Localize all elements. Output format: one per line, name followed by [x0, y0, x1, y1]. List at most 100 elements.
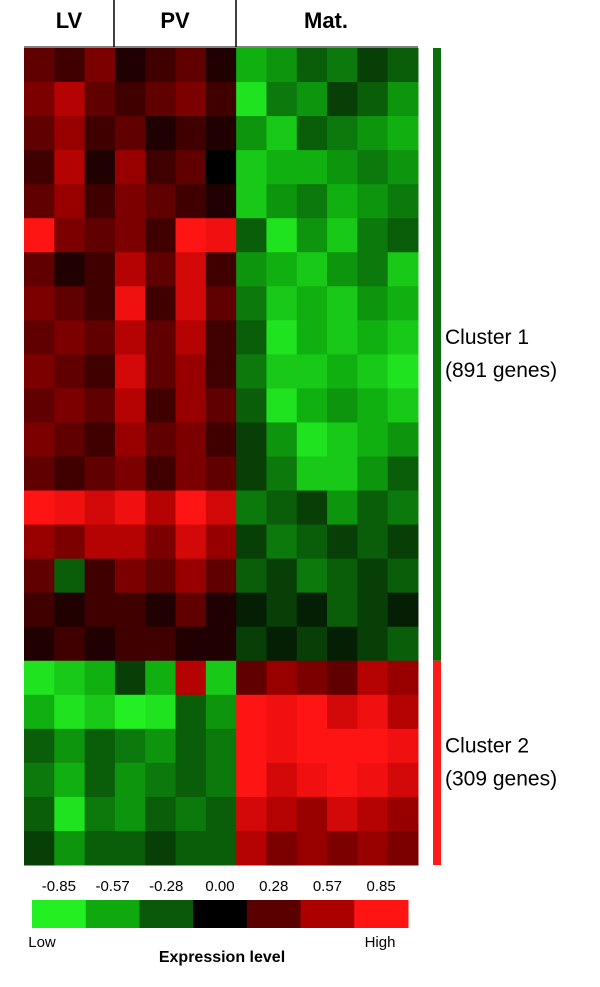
heatmap-cell	[84, 592, 116, 628]
heatmap-cell	[296, 592, 328, 628]
heatmap-cell	[387, 320, 419, 355]
heatmap-cell	[387, 592, 419, 628]
heatmap-cell	[175, 150, 207, 185]
heatmap-cell	[296, 660, 328, 696]
heatmap-cell	[387, 762, 419, 798]
heatmap-cell	[296, 286, 328, 321]
heatmap-cell	[24, 82, 55, 117]
heatmap-cell	[357, 82, 389, 117]
colorbar-swatch	[139, 900, 194, 928]
heatmap-cell	[84, 354, 116, 389]
heatmap-cell	[387, 48, 419, 83]
heatmap-cell	[266, 592, 298, 628]
colorbar-tick-label: 0.57	[313, 878, 342, 895]
heatmap-cell	[266, 286, 298, 321]
heatmap-cell	[84, 252, 116, 287]
heatmap-cell	[145, 558, 177, 594]
heatmap-cell	[296, 796, 328, 832]
heatmap-cell	[54, 48, 86, 83]
heatmap-cell	[236, 388, 267, 423]
heatmap-cell	[24, 252, 55, 287]
heatmap-cell	[114, 320, 146, 355]
heatmap-cell	[357, 694, 389, 730]
heatmap-cell	[175, 286, 207, 321]
heatmap-cell	[327, 388, 358, 423]
heatmap-cell	[236, 218, 267, 253]
heatmap-cell	[357, 762, 389, 798]
heatmap-cell	[145, 830, 177, 866]
heatmap-cell	[357, 490, 389, 526]
heatmap-cell	[205, 524, 237, 560]
heatmap-cell	[205, 490, 237, 526]
heatmap-cell	[145, 48, 177, 83]
heatmap-cell	[236, 660, 267, 696]
heatmap-cell	[236, 626, 267, 662]
heatmap-cell	[205, 116, 237, 151]
heatmap-cell	[84, 694, 116, 730]
heatmap-cell	[84, 184, 116, 219]
heatmap-cell	[327, 320, 358, 355]
heatmap-cell	[24, 116, 55, 151]
heatmap-cell	[84, 660, 116, 696]
heatmap-cell	[175, 456, 207, 492]
heatmap-cell	[24, 422, 55, 457]
heatmap-cell	[114, 252, 146, 287]
heatmap-cell	[54, 626, 86, 662]
heatmap-cell	[266, 558, 298, 594]
heatmap-cell	[114, 456, 146, 492]
heatmap-cell	[205, 558, 237, 594]
heatmap-cell	[175, 694, 207, 730]
heatmap-cell	[24, 218, 55, 253]
heatmap-cell	[84, 218, 116, 253]
heatmap-cell	[175, 320, 207, 355]
heatmap-cell	[145, 626, 177, 662]
colorbar-swatch	[85, 900, 140, 928]
colorbar-swatch	[32, 900, 87, 928]
heatmap-cell	[357, 218, 389, 253]
heatmap-cell	[327, 48, 358, 83]
heatmap-cell	[175, 116, 207, 151]
heatmap-cell	[266, 490, 298, 526]
heatmap-cell	[266, 252, 298, 287]
heatmap-cell	[145, 320, 177, 355]
heatmap-cell	[236, 48, 267, 83]
heatmap-cell	[296, 218, 328, 253]
heatmap-cell	[266, 320, 298, 355]
heatmap-cell	[84, 524, 116, 560]
heatmap-cell	[357, 150, 389, 185]
heatmap-cell	[327, 116, 358, 151]
heatmap-cell	[114, 218, 146, 253]
group-label: Mat.	[304, 8, 348, 33]
colorbar-tick-label: 0.28	[259, 878, 288, 895]
heatmap-cell	[54, 524, 86, 560]
heatmap-cell	[175, 626, 207, 662]
heatmap-cell	[205, 184, 237, 219]
heatmap-cell	[357, 728, 389, 764]
heatmap-cell	[296, 320, 328, 355]
heatmap-cell	[145, 218, 177, 253]
heatmap-cell	[175, 830, 207, 866]
heatmap-cell	[266, 116, 298, 151]
heatmap-cell	[145, 524, 177, 560]
heatmap-cell	[327, 830, 358, 866]
heatmap-cell	[357, 48, 389, 83]
heatmap-cell	[205, 762, 237, 798]
heatmap-cell	[236, 252, 267, 287]
heatmap-cell	[266, 830, 298, 866]
heatmap-cell	[236, 592, 267, 628]
heatmap-cell	[54, 728, 86, 764]
heatmap-cell	[205, 388, 237, 423]
cluster-name: Cluster 2	[445, 734, 529, 757]
heatmap-cell	[266, 728, 298, 764]
heatmap-cell	[24, 184, 55, 219]
heatmap-cell	[236, 694, 267, 730]
heatmap-cell	[54, 762, 86, 798]
heatmap-cell	[84, 48, 116, 83]
heatmap-cell	[266, 524, 298, 560]
heatmap-cell	[236, 490, 267, 526]
heatmap-cell	[145, 592, 177, 628]
heatmap-cell	[114, 422, 146, 457]
heatmap-cell	[327, 626, 358, 662]
heatmap-cell	[114, 354, 146, 389]
